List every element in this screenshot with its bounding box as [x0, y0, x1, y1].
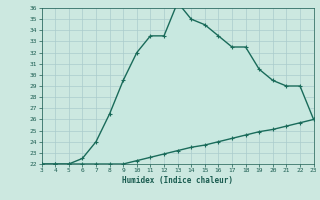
- X-axis label: Humidex (Indice chaleur): Humidex (Indice chaleur): [122, 176, 233, 185]
